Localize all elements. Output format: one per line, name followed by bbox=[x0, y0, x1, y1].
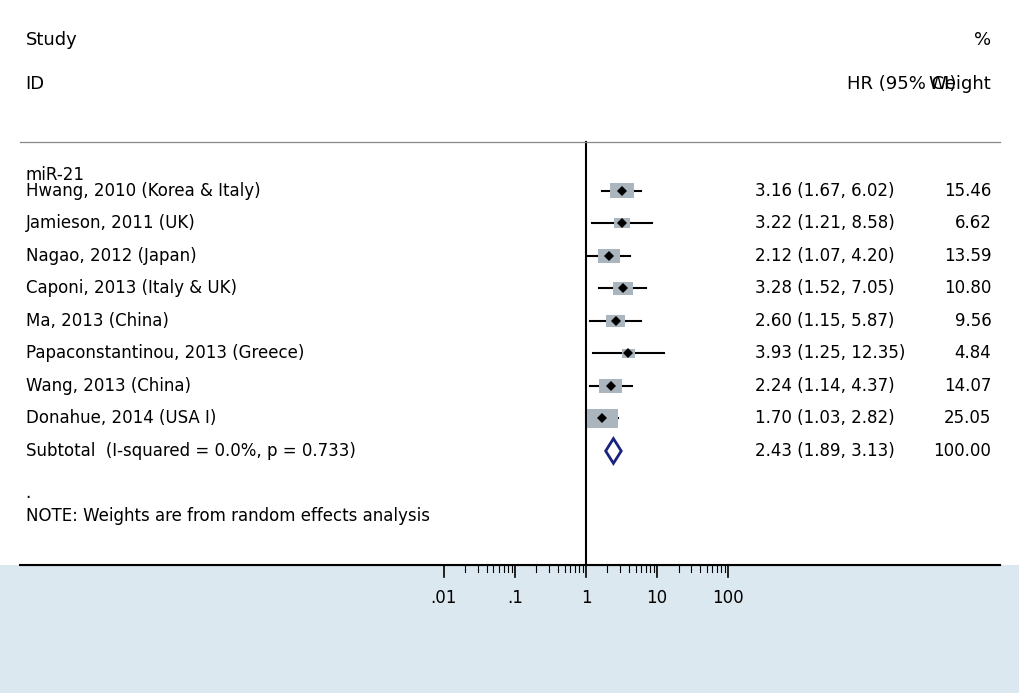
Text: 15.46: 15.46 bbox=[944, 182, 990, 200]
Text: .1: .1 bbox=[506, 589, 523, 607]
Text: 6.62: 6.62 bbox=[954, 214, 990, 232]
Text: 14.07: 14.07 bbox=[944, 377, 990, 395]
Bar bbox=[599, 378, 622, 393]
Bar bbox=[613, 218, 630, 229]
Text: .: . bbox=[25, 484, 31, 502]
Text: 3.16 (1.67, 6.02): 3.16 (1.67, 6.02) bbox=[754, 182, 894, 200]
Text: Papaconstantinou, 2013 (Greece): Papaconstantinou, 2013 (Greece) bbox=[25, 344, 304, 362]
Text: Wang, 2013 (China): Wang, 2013 (China) bbox=[25, 377, 191, 395]
Text: Donahue, 2014 (USA I): Donahue, 2014 (USA I) bbox=[25, 410, 216, 428]
Text: HR (95% CI): HR (95% CI) bbox=[846, 75, 955, 93]
Bar bbox=[587, 409, 618, 428]
Text: 9.56: 9.56 bbox=[954, 312, 990, 330]
Text: 1: 1 bbox=[580, 589, 591, 607]
Bar bbox=[605, 315, 625, 327]
Text: Ma, 2013 (China): Ma, 2013 (China) bbox=[25, 312, 168, 330]
Text: Caponi, 2013 (Italy & UK): Caponi, 2013 (Italy & UK) bbox=[25, 279, 236, 297]
Text: 4.84: 4.84 bbox=[954, 344, 990, 362]
Text: 2.24 (1.14, 4.37): 2.24 (1.14, 4.37) bbox=[754, 377, 894, 395]
Text: %: % bbox=[973, 31, 990, 49]
Text: Hwang, 2010 (Korea & Italy): Hwang, 2010 (Korea & Italy) bbox=[25, 182, 260, 200]
Text: 10: 10 bbox=[646, 589, 667, 607]
Text: 100.00: 100.00 bbox=[932, 442, 990, 460]
Text: 100: 100 bbox=[712, 589, 744, 607]
Text: Jamieson, 2011 (UK): Jamieson, 2011 (UK) bbox=[25, 214, 195, 232]
Text: Study: Study bbox=[25, 31, 77, 49]
Bar bbox=[612, 282, 632, 295]
Text: miR-21: miR-21 bbox=[25, 166, 85, 184]
Text: 3.93 (1.25, 12.35): 3.93 (1.25, 12.35) bbox=[754, 344, 904, 362]
Text: 2.43 (1.89, 3.13): 2.43 (1.89, 3.13) bbox=[754, 442, 894, 460]
Text: 13.59: 13.59 bbox=[943, 247, 990, 265]
Text: Nagao, 2012 (Japan): Nagao, 2012 (Japan) bbox=[25, 247, 196, 265]
Text: 2.12 (1.07, 4.20): 2.12 (1.07, 4.20) bbox=[754, 247, 894, 265]
Bar bbox=[597, 249, 620, 263]
Text: 2.60 (1.15, 5.87): 2.60 (1.15, 5.87) bbox=[754, 312, 894, 330]
Text: .01: .01 bbox=[430, 589, 457, 607]
Text: 1.70 (1.03, 2.82): 1.70 (1.03, 2.82) bbox=[754, 410, 894, 428]
Text: Weight: Weight bbox=[927, 75, 990, 93]
Text: NOTE: Weights are from random effects analysis: NOTE: Weights are from random effects an… bbox=[25, 507, 429, 525]
Bar bbox=[609, 183, 633, 198]
Text: Subtotal  (I-squared = 0.0%, p = 0.733): Subtotal (I-squared = 0.0%, p = 0.733) bbox=[25, 442, 355, 460]
Bar bbox=[0, 565, 1019, 693]
Bar bbox=[621, 349, 635, 358]
Text: 3.28 (1.52, 7.05): 3.28 (1.52, 7.05) bbox=[754, 279, 894, 297]
Text: 25.05: 25.05 bbox=[944, 410, 990, 428]
Text: ID: ID bbox=[25, 75, 45, 93]
Text: 3.22 (1.21, 8.58): 3.22 (1.21, 8.58) bbox=[754, 214, 894, 232]
Text: 10.80: 10.80 bbox=[944, 279, 990, 297]
